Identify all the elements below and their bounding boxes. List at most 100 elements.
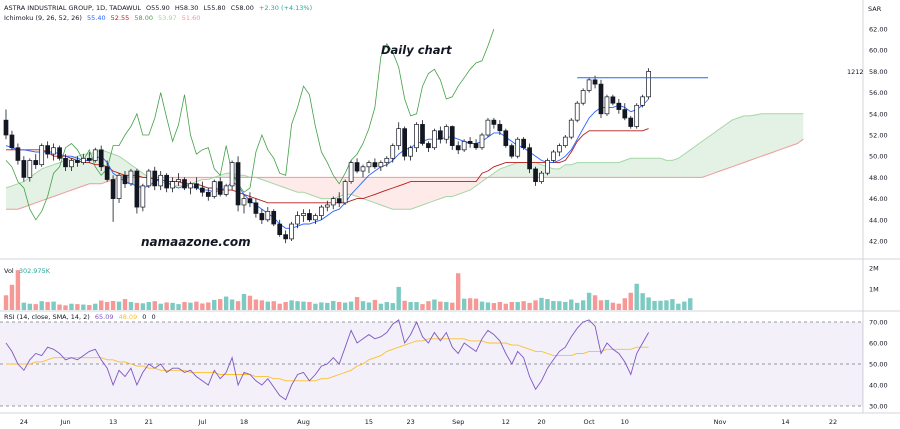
cloud-segment bbox=[321, 177, 328, 199]
cloud-segment bbox=[410, 177, 417, 210]
ichimoku-value-2: 52.55 bbox=[110, 14, 130, 22]
candle-body bbox=[491, 119, 497, 125]
cloud-segment bbox=[35, 168, 42, 203]
candle-body bbox=[616, 102, 622, 110]
candle-body bbox=[420, 124, 425, 144]
time-tick-label: Oct bbox=[583, 418, 595, 426]
volume-bar bbox=[200, 303, 205, 310]
ichimoku-legend: Ichimoku (9, 26, 52, 26) 55.40 52.55 58.… bbox=[4, 14, 203, 22]
volume-bar bbox=[176, 304, 181, 310]
volume-bar bbox=[128, 302, 134, 310]
cloud-segment bbox=[458, 177, 465, 195]
candle-body bbox=[188, 183, 193, 189]
volume-bar bbox=[408, 302, 413, 310]
volume-bar bbox=[3, 295, 9, 310]
candle-body bbox=[539, 172, 544, 182]
candle-body bbox=[164, 174, 169, 189]
rsi-band-fill bbox=[0, 322, 863, 406]
candle-body bbox=[592, 79, 598, 85]
volume-bar bbox=[39, 301, 44, 310]
candle-body bbox=[348, 162, 354, 182]
volume-bars bbox=[3, 270, 693, 310]
rsi-value-3: 0 bbox=[142, 313, 147, 321]
candle-body bbox=[485, 119, 491, 136]
volume-bar bbox=[503, 303, 508, 310]
volume-bar bbox=[348, 301, 354, 310]
volume-bar bbox=[688, 298, 693, 310]
candle-body bbox=[354, 162, 360, 172]
time-tick-label: 22 bbox=[829, 418, 837, 426]
candle-body bbox=[259, 213, 265, 221]
volume-bar bbox=[277, 303, 282, 310]
volume-bar bbox=[158, 303, 163, 310]
candle-body bbox=[515, 138, 521, 157]
volume-bar bbox=[110, 300, 116, 310]
volume-bar bbox=[57, 304, 62, 310]
cloud-segment bbox=[309, 177, 316, 197]
candle-body bbox=[27, 160, 33, 178]
candle-body bbox=[241, 198, 247, 206]
time-tick-label: 13 bbox=[109, 418, 117, 426]
price-tick-label: 58.00 bbox=[869, 68, 888, 76]
candle-body bbox=[509, 145, 515, 157]
time-tick-label: 20 bbox=[537, 418, 545, 426]
cloud-segment bbox=[452, 177, 459, 197]
rsi-line bbox=[5, 319, 649, 401]
candle-body bbox=[568, 119, 574, 138]
volume-bar bbox=[634, 283, 639, 310]
volume-bar bbox=[366, 302, 372, 310]
cloud-segment bbox=[684, 149, 691, 178]
volume-bar bbox=[676, 303, 681, 310]
rsi-ma-line bbox=[6, 338, 649, 382]
volume-bar bbox=[271, 301, 276, 310]
candle-body bbox=[63, 157, 68, 168]
cloud-segment bbox=[202, 177, 209, 180]
price-tick-label: 44.00 bbox=[869, 216, 888, 224]
cloud-segment bbox=[493, 168, 500, 178]
volume-bar bbox=[307, 302, 312, 310]
volume-bar bbox=[331, 300, 336, 310]
candle-body bbox=[610, 96, 616, 104]
volume-bar bbox=[456, 273, 461, 310]
cloud-segment bbox=[601, 162, 607, 178]
cloud-segment bbox=[725, 120, 732, 169]
candle-body bbox=[324, 204, 330, 208]
cloud-segment bbox=[636, 158, 643, 178]
cloud-segment bbox=[470, 177, 477, 191]
candle-body bbox=[330, 198, 336, 206]
volume-bar bbox=[539, 297, 544, 310]
candle-body bbox=[604, 96, 610, 115]
cloud-segment bbox=[380, 177, 387, 208]
candle-body bbox=[640, 96, 646, 106]
candle-body bbox=[247, 198, 253, 204]
cloud-segment bbox=[499, 166, 506, 178]
volume-tick-label: 1M bbox=[869, 286, 879, 294]
volume-bar bbox=[640, 293, 645, 310]
candle-body bbox=[39, 145, 45, 166]
cloud-segment bbox=[731, 118, 738, 167]
volume-bar bbox=[247, 295, 253, 310]
cloud-segment bbox=[119, 156, 125, 178]
candle-body bbox=[408, 147, 413, 157]
cloud-segment bbox=[589, 162, 596, 178]
candle-body bbox=[69, 160, 74, 168]
volume-bar bbox=[497, 302, 503, 310]
candle-body bbox=[396, 128, 402, 146]
volume-bar bbox=[545, 299, 550, 310]
time-tick-label: 23 bbox=[406, 418, 414, 426]
cloud-segment bbox=[434, 177, 441, 201]
volume-bar bbox=[569, 299, 574, 310]
candle-body bbox=[271, 210, 277, 225]
rsi-tick-label: 60.00 bbox=[869, 340, 888, 348]
volume-bar bbox=[325, 302, 330, 310]
candle-body bbox=[414, 124, 419, 149]
cloud-segment bbox=[702, 137, 709, 178]
time-tick-label: Nov bbox=[714, 418, 727, 426]
candle-body bbox=[336, 198, 342, 204]
cloud-segment bbox=[440, 177, 447, 199]
volume-bar bbox=[450, 302, 455, 310]
cloud-segment bbox=[577, 162, 584, 178]
candle-body bbox=[461, 141, 467, 151]
volume-bar bbox=[283, 302, 288, 310]
volume-bar bbox=[140, 303, 146, 310]
